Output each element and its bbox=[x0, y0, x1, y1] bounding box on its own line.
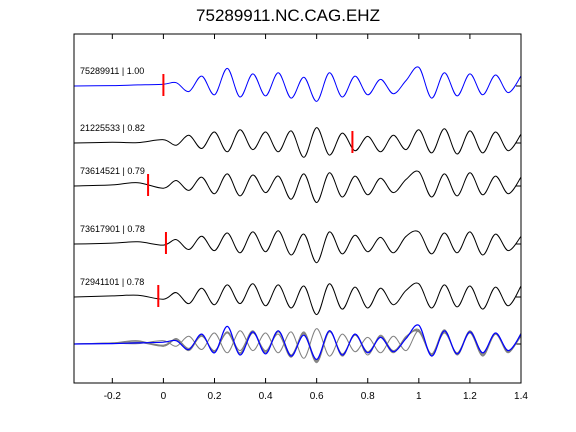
x-tick-label: 0.4 bbox=[259, 391, 273, 402]
trace-label: 21225533 | 0.82 bbox=[80, 123, 145, 133]
x-tick-label: 0 bbox=[161, 391, 167, 402]
x-tick-label: 0.6 bbox=[310, 391, 324, 402]
trace-label: 73614521 | 0.79 bbox=[80, 166, 145, 176]
trace-line bbox=[73, 230, 522, 264]
overlay-trace-line bbox=[73, 328, 522, 359]
trace-line bbox=[73, 282, 522, 316]
trace-line bbox=[73, 66, 522, 102]
trace-label: 73617901 | 0.78 bbox=[80, 224, 145, 234]
plot-frame bbox=[73, 33, 522, 384]
trace-line bbox=[73, 127, 522, 158]
x-tick-label: 1.2 bbox=[463, 391, 477, 402]
x-tick-label: 1 bbox=[416, 391, 422, 402]
overlay-master-line bbox=[73, 324, 522, 360]
trace-label: 75289911 | 1.00 bbox=[80, 66, 144, 76]
x-tick-label: 1.4 bbox=[514, 391, 528, 402]
x-tick-label: -0.2 bbox=[104, 391, 122, 402]
chart-title: 75289911.NC.CAG.EHZ bbox=[196, 6, 380, 25]
axes: -0.2 0 0.2 0.4 0.6 0.8 1 1.2 1.4 bbox=[104, 34, 528, 402]
overlay-stack-layer bbox=[73, 324, 522, 364]
traces-layer: 75289911 | 1.00 21225533 | 0.82 73614521 |… bbox=[73, 66, 522, 316]
x-tick-label: 0.2 bbox=[208, 391, 222, 402]
trace-line bbox=[73, 170, 522, 204]
trace-label: 72941101 | 0.78 bbox=[80, 277, 144, 287]
x-tick-label: 0.8 bbox=[361, 391, 375, 402]
